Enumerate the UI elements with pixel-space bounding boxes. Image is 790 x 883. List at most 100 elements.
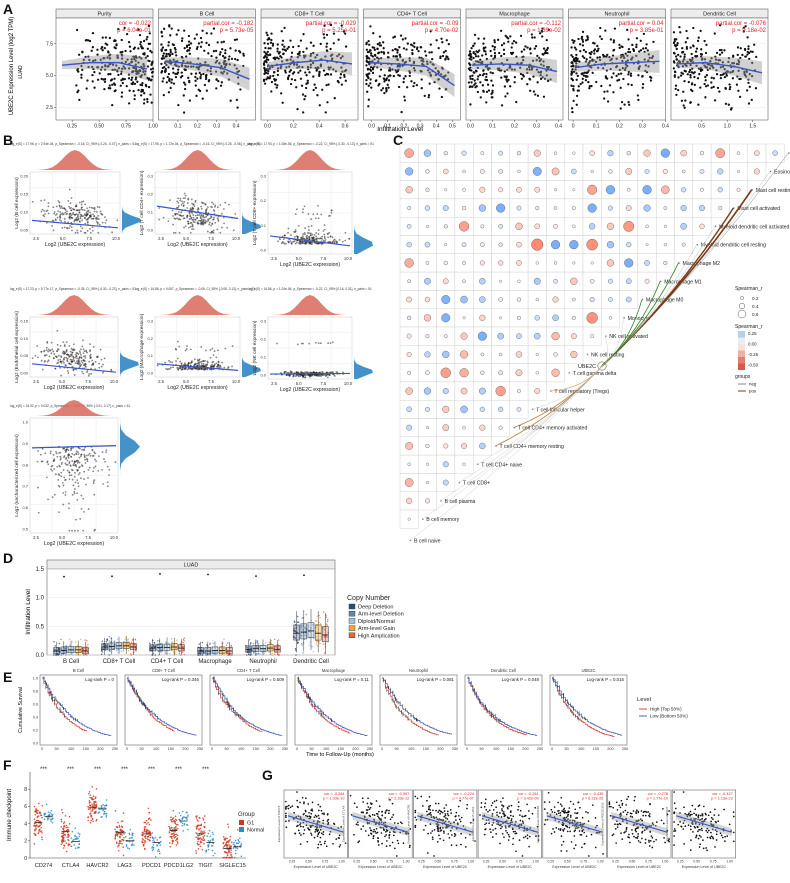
panel-a-point [376,43,379,46]
panel-c-correlation-circle [700,187,704,192]
panel-a-point [366,75,369,78]
panel-b-point [209,356,212,359]
panel-c-correlation-circle [645,243,649,247]
panel-d-jitter-point [259,653,262,655]
panel-d-jitter-point [222,642,224,645]
panel-c-correlation-circle [425,443,430,449]
panel-d-jitter-point [106,638,108,641]
panel-a-point [162,77,165,80]
panel-b-point [316,237,319,240]
panel-d-jitter-point [181,651,184,654]
panel-b-point [55,452,58,455]
panel-a-pvalue: p = 5.73e-05 [220,28,255,34]
panel-a-point [378,41,381,45]
panel-b-point [103,216,106,219]
panel-d-jitter-point [52,654,55,656]
panel-b-point [293,235,296,238]
panel-b-point [182,214,185,217]
panel-b-point [181,200,183,203]
panel-b-point [47,359,50,362]
panel-a-point [683,55,686,59]
panel-a-correlation: partial.cor = -0.112 [511,21,561,27]
panel-a-point [234,49,237,52]
panel-a-point [197,57,200,60]
panel-b-point [232,229,235,232]
panel-a-point [476,78,479,81]
panel-b-point [74,356,77,359]
panel-a-point [212,50,216,53]
panel-c-correlation-circle [444,188,448,192]
panel-a-point [412,84,415,88]
panel-b-point [101,451,104,453]
panel-a-point [314,56,317,59]
panel-a-point [92,59,95,63]
panel-a-point [685,47,689,50]
panel-a-point [401,59,404,62]
panel-a-point [380,89,383,92]
panel-c-correlation-circle [424,296,431,303]
panel-b-point [206,214,209,216]
panel-a-point [242,54,245,57]
panel-b-point [206,208,208,210]
panel-a-point [408,71,412,74]
panel-a-point [312,51,315,55]
panel-b-point [321,242,324,245]
panel-d-category-label: CD8+ T Cell [103,659,136,665]
panel-c-correlation-circle [498,187,504,193]
panel-a-ytick-label: 7.5 [46,41,53,47]
panel-b-point [213,216,215,219]
panel-a-point [175,64,178,68]
panel-a-point [287,65,291,68]
panel-b-point [95,221,98,223]
panel-a-point [199,45,203,48]
panel-a-point [281,48,285,51]
panel-a-point [591,71,594,75]
panel-b-point [317,233,320,236]
panel-d-jitter-point [197,654,199,656]
panel-c-ube2c-label: UBE2C [578,364,596,370]
panel-c-legend-color-swatch [738,344,745,351]
panel-a-point [706,84,710,87]
panel-b-point [84,458,86,461]
panel-b-point [60,471,63,474]
panel-b-xtick-label: 10.0 [232,236,241,241]
panel-a-point [704,65,707,69]
panel-a-point [506,80,509,83]
panel-a-point [186,49,190,52]
panel-a-point [699,29,702,33]
panel-b-point [92,363,95,366]
panel-a-point [387,51,390,54]
panel-b-point [110,368,113,371]
panel-b-point [198,214,200,216]
panel-a-point [694,55,698,58]
panel-b-point [54,473,57,476]
panel-b-point [55,450,57,453]
panel-a-point [150,51,153,54]
panel-b-point [197,219,200,222]
panel-a-point [539,73,542,77]
panel-a-point [621,67,625,70]
panel-a-point [121,50,124,54]
panel-b-point [216,206,219,209]
panel-a-point [147,59,150,62]
panel-d-jitter-point [215,653,218,656]
panel-a-point [731,77,735,80]
panel-b-point [76,469,79,472]
panel-a-point [681,51,684,54]
panel-b-point [69,350,72,353]
panel-a-xtick-label: 0.3 [213,124,220,130]
panel-b-point [89,227,91,230]
panel-a-point [296,52,300,56]
panel-d-jitter-point [211,639,214,642]
panel-d-jitter-point [183,653,186,656]
panel-a-point [719,73,722,77]
panel-a-xtick-label: 0.75 [121,124,131,130]
panel-a-xtick-label: 0.1 [174,124,181,130]
panel-b-point [93,210,96,213]
panel-a-trend-line [266,59,353,68]
panel-c-correlation-circle [699,169,705,174]
panel-a-point [193,37,196,40]
panel-a-point [119,84,122,87]
panel-c-correlation-circle [606,222,615,230]
panel-a-point [306,65,310,69]
